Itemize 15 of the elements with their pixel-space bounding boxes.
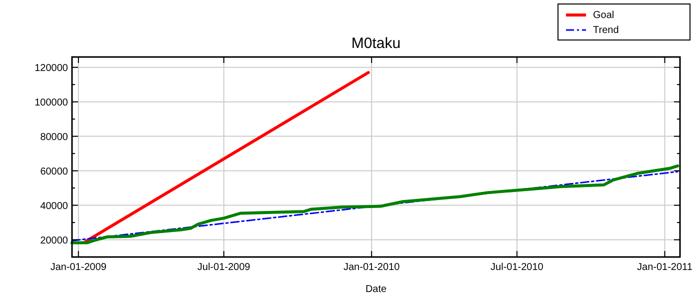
x-axis-title: Date <box>365 284 387 295</box>
y-tick-label: 20000 <box>40 235 68 246</box>
x-tick-label: Jul-01-2009 <box>197 262 251 273</box>
y-tick-label: 60000 <box>40 166 68 178</box>
legend-label: Goal <box>593 10 614 21</box>
x-tick-label: Jan-01-2010 <box>344 262 400 273</box>
x-tick-label: Jan-01-2011 <box>637 262 693 273</box>
y-tick-label: 80000 <box>40 132 68 143</box>
x-tick-label: Jan-01-2009 <box>50 262 107 273</box>
y-tick-label: 120000 <box>34 62 68 74</box>
y-tick-label: 40000 <box>40 200 68 212</box>
chart-title: M0taku <box>351 35 401 52</box>
legend-label: Trend <box>593 25 619 36</box>
y-tick-label: 100000 <box>34 97 68 108</box>
x-tick-label: Jul-01-2010 <box>490 262 544 273</box>
